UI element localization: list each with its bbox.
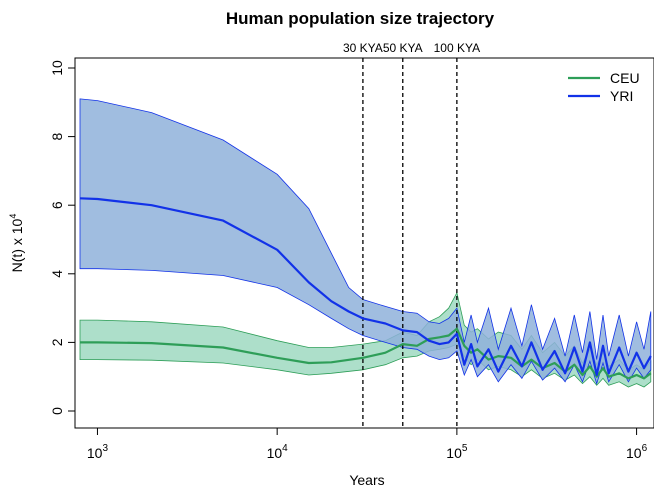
line-yri <box>79 197 652 377</box>
vline-label: 100 KYA <box>434 41 480 55</box>
y-tick-label: 0 <box>49 407 65 415</box>
legend: CEU YRI <box>568 70 640 104</box>
x-tick-label: 104 <box>267 443 289 461</box>
vline-label: 30 KYA <box>343 41 383 55</box>
y-tick-label: 6 <box>49 201 65 209</box>
legend-label-yri: YRI <box>610 88 633 104</box>
x-axis-label: Years <box>349 472 384 488</box>
x-tick-label: 103 <box>87 443 109 461</box>
legend-label-ceu: CEU <box>610 70 640 86</box>
y-tick-label: 10 <box>49 60 65 76</box>
x-tick-label: 105 <box>446 443 468 461</box>
band-yri <box>79 98 652 385</box>
x-tick-label: 106 <box>626 443 648 461</box>
line-ceu <box>80 327 652 380</box>
vline-label: 50 KYA <box>383 41 423 55</box>
y-tick-label: 8 <box>49 132 65 140</box>
y-axis-label: N(t) x 104 <box>8 214 25 273</box>
y-tick-label: 4 <box>49 270 65 278</box>
y-tick-label: 2 <box>49 338 65 346</box>
chart-title: Human population size trajectory <box>226 9 495 28</box>
plot-frame <box>74 57 654 429</box>
